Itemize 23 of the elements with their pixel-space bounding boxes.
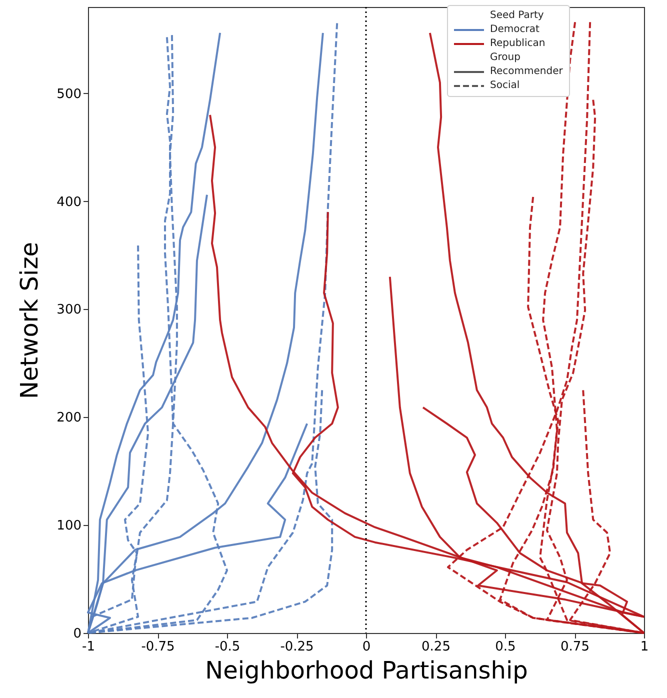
annotation: Group [489, 51, 522, 65]
x-tick-label: -1 [82, 640, 95, 654]
legend-label: Republican [490, 37, 546, 51]
y-tick-label: 100 [56, 518, 82, 534]
y-axis-title: Network Size [16, 242, 44, 400]
legend-label: Democrat [490, 23, 540, 37]
x-tick-label: 0 [362, 640, 371, 654]
x-tick-label: 0.25 [422, 640, 450, 654]
legend-title: Seed Party [489, 9, 545, 23]
y-tick-label: 400 [56, 194, 82, 210]
y-tick-label: 0 [73, 626, 82, 642]
annotation: Recommender [490, 65, 563, 79]
x-tick-label: 0.75 [560, 640, 590, 654]
x-axis-title: Neighborhood Partisanship [205, 656, 528, 684]
y-tick-label: 200 [56, 410, 82, 426]
x-tick-label: -0.25 [280, 640, 314, 654]
x-tick-label: -0.5 [214, 640, 240, 654]
x-tick-label: 0.5 [495, 640, 516, 654]
x-tick-label: -0.75 [141, 640, 175, 654]
annotation: Social [490, 79, 520, 93]
x-tick-label: 1 [640, 640, 649, 654]
y-tick-label: 500 [56, 86, 82, 102]
y-tick-label: 300 [56, 302, 82, 318]
